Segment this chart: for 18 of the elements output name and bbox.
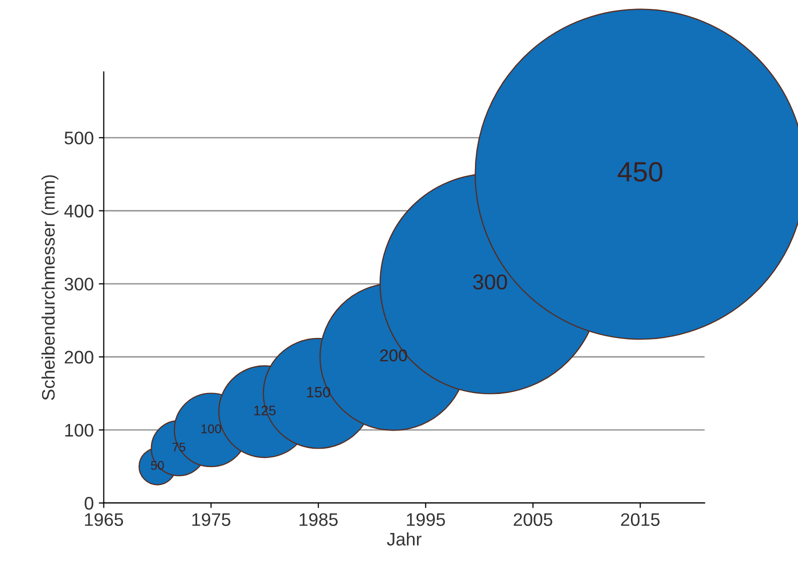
data-label: 200	[380, 349, 407, 362]
y-tick-label: 0	[84, 496, 94, 510]
x-tick-label: 1985	[300, 513, 338, 526]
x-tick-label: 2005	[514, 513, 552, 526]
x-axis-title: Jahr	[386, 532, 422, 546]
data-label: 300	[473, 274, 507, 290]
x-tick-label: 1995	[406, 513, 445, 526]
data-label: 450	[618, 162, 662, 182]
y-tick-label: 500	[64, 132, 94, 144]
data-label: 100	[201, 424, 222, 434]
y-tick-label: 200	[64, 350, 94, 364]
y-tick-label: 300	[64, 278, 94, 291]
x-tick-label: 1965	[85, 513, 124, 526]
y-tick-label: 400	[64, 204, 94, 218]
y-axis-title: Scheibendurchmesser (mm)	[42, 175, 58, 400]
y-tick-label: 100	[65, 424, 94, 437]
x-tick-label: 2015	[621, 513, 660, 526]
x-tick-label: 1975	[192, 513, 230, 526]
